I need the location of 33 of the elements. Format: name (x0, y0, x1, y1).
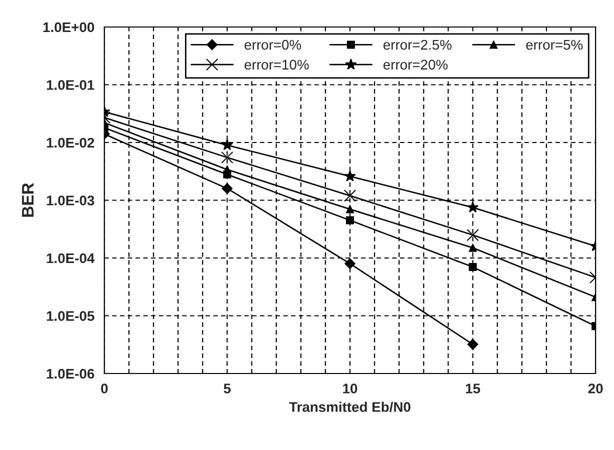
point (466, 228, 479, 242)
y-tick-label: 1.0E-04 (46, 253, 95, 264)
point (346, 216, 354, 224)
point (346, 205, 354, 214)
x-tick-label: 20 (588, 384, 603, 394)
x-tick-label: 5 (224, 384, 231, 394)
point (467, 338, 478, 350)
y-tick-label: 1.0E-01 (46, 80, 94, 90)
x-tick-label: 0 (101, 384, 108, 394)
y-tick-label: 1.0E-03 (46, 196, 94, 206)
x-tick-label: 10 (343, 384, 358, 394)
point (344, 170, 356, 182)
legend-label: error=10% (244, 60, 309, 70)
y-axis-title: BER (22, 182, 34, 217)
point (222, 183, 233, 194)
point (221, 139, 233, 150)
y-tick-label: 1.0E-02 (46, 138, 94, 148)
y-tick-label: 1.0E+00 (43, 22, 94, 32)
legend-label: error=5% (526, 40, 583, 50)
legend-label: error=2.5% (383, 40, 452, 50)
point (223, 166, 232, 174)
point (221, 151, 234, 164)
x-axis-title: Transmitted Eb/N0 (289, 402, 410, 412)
point (466, 201, 479, 212)
point (468, 262, 477, 271)
point (344, 258, 356, 270)
y-tick-label: 1.0E-05 (46, 311, 94, 321)
x-tick-label: 15 (466, 384, 480, 394)
y-tick-label: 1.0E-06 (46, 368, 94, 379)
legend-label: error=0% (244, 40, 302, 50)
legend-label: error=20% (383, 60, 448, 70)
point (344, 190, 356, 202)
point (468, 244, 477, 252)
